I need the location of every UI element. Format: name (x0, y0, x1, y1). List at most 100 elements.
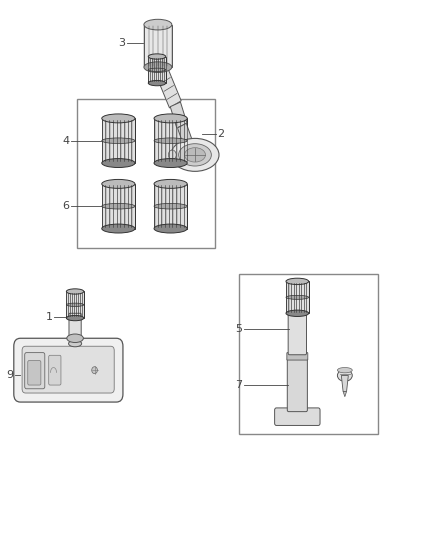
Ellipse shape (154, 224, 187, 233)
Ellipse shape (67, 289, 84, 294)
Bar (176, 184, 178, 227)
Bar (156, 56, 157, 82)
Bar (67, 292, 84, 318)
Bar (154, 118, 187, 163)
Bar (102, 184, 103, 227)
Ellipse shape (184, 148, 205, 162)
Ellipse shape (68, 341, 81, 347)
Bar (68, 291, 69, 317)
FancyBboxPatch shape (49, 356, 61, 385)
Bar (180, 119, 181, 161)
Ellipse shape (286, 295, 309, 300)
Bar (162, 119, 163, 161)
Bar (301, 281, 302, 312)
FancyBboxPatch shape (287, 353, 308, 360)
Bar (144, 25, 172, 67)
Bar (120, 119, 122, 161)
Text: 7: 7 (235, 380, 242, 390)
Bar (173, 119, 174, 161)
Bar (158, 184, 159, 227)
FancyBboxPatch shape (25, 353, 45, 389)
Ellipse shape (102, 180, 135, 188)
Polygon shape (341, 375, 348, 391)
Ellipse shape (148, 54, 166, 59)
Bar (304, 281, 305, 312)
Bar (102, 184, 135, 229)
Bar (117, 184, 118, 227)
Ellipse shape (144, 62, 172, 72)
Text: 5: 5 (235, 324, 242, 334)
FancyBboxPatch shape (288, 312, 307, 355)
Bar (180, 184, 181, 227)
Ellipse shape (144, 19, 172, 30)
Bar (113, 119, 114, 161)
Bar (289, 281, 290, 312)
Ellipse shape (148, 80, 166, 86)
Ellipse shape (148, 68, 166, 71)
Bar (74, 291, 75, 317)
Polygon shape (177, 123, 193, 147)
Text: 3: 3 (118, 38, 125, 48)
Bar (162, 184, 163, 227)
Bar (120, 184, 122, 227)
Text: 6: 6 (62, 201, 69, 211)
Bar (150, 56, 151, 82)
Bar (293, 281, 295, 312)
FancyBboxPatch shape (275, 408, 320, 425)
Bar (164, 56, 165, 82)
Bar (127, 184, 129, 227)
Bar (154, 56, 155, 82)
Bar (152, 56, 153, 82)
Bar (106, 119, 107, 161)
Bar (148, 56, 149, 82)
Ellipse shape (337, 368, 352, 373)
Bar (117, 119, 118, 161)
Bar (165, 119, 167, 161)
Bar (291, 281, 292, 312)
Bar (162, 56, 163, 82)
Bar (80, 291, 81, 317)
Bar (127, 119, 129, 161)
Ellipse shape (154, 180, 187, 188)
FancyBboxPatch shape (28, 361, 41, 385)
Bar (106, 184, 107, 227)
FancyBboxPatch shape (14, 338, 123, 402)
Ellipse shape (102, 159, 135, 167)
Text: 1: 1 (46, 312, 53, 322)
Ellipse shape (179, 144, 212, 166)
Bar (239, 274, 378, 434)
Ellipse shape (102, 138, 135, 143)
Bar (306, 281, 307, 312)
Polygon shape (156, 69, 181, 108)
Bar (77, 99, 215, 248)
Bar (286, 281, 287, 312)
Polygon shape (170, 102, 187, 128)
Ellipse shape (286, 278, 309, 285)
Bar (173, 184, 174, 227)
Bar (158, 56, 159, 82)
Text: 2: 2 (217, 128, 224, 139)
Bar (124, 184, 126, 227)
Ellipse shape (67, 334, 83, 343)
Bar (286, 281, 309, 313)
FancyBboxPatch shape (22, 346, 114, 393)
Bar (158, 119, 159, 161)
Bar (70, 291, 71, 317)
Ellipse shape (168, 150, 176, 160)
Bar (131, 119, 133, 161)
Bar (131, 184, 133, 227)
Ellipse shape (102, 224, 135, 233)
Bar (102, 119, 103, 161)
Ellipse shape (67, 316, 84, 321)
Ellipse shape (337, 369, 352, 381)
Bar (76, 291, 77, 317)
Bar (82, 291, 83, 317)
Ellipse shape (154, 204, 187, 209)
Bar (154, 119, 155, 161)
FancyBboxPatch shape (287, 358, 307, 411)
Bar (113, 184, 114, 227)
Ellipse shape (286, 310, 309, 317)
Polygon shape (343, 391, 346, 397)
Bar (109, 119, 111, 161)
Bar (154, 184, 155, 227)
